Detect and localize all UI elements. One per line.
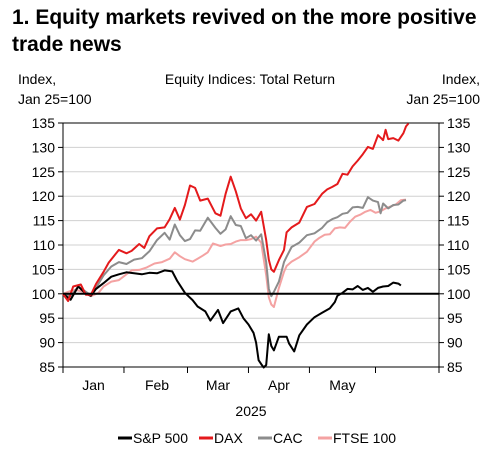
right-axis-label-line-1: Index, <box>442 71 480 87</box>
right-tick-label: 90 <box>447 335 463 351</box>
right-tick-label: 115 <box>447 213 470 229</box>
right-tick-label: 130 <box>447 139 471 155</box>
left-tick-label: 115 <box>33 213 56 229</box>
series-line-ftse-100 <box>62 198 407 308</box>
right-tick-label: 125 <box>447 164 471 180</box>
series-line-dax <box>62 122 410 303</box>
left-axis-label-line-2: Jan 25=100 <box>18 91 92 107</box>
left-tick-label: 105 <box>32 261 56 277</box>
left-tick-label: 85 <box>39 359 55 375</box>
left-tick-label: 130 <box>32 139 56 155</box>
x-axis-year-label: 2025 <box>235 403 266 419</box>
x-tick-label-jan: Jan <box>82 377 105 393</box>
left-axis-label-line-1: Index, <box>18 71 56 87</box>
left-tick-label: 90 <box>39 335 55 351</box>
left-tick-label: 100 <box>32 286 56 302</box>
right-tick-label: 85 <box>447 359 463 375</box>
left-tick-label: 120 <box>32 188 56 204</box>
left-tick-label: 125 <box>32 164 56 180</box>
right-tick-label: 100 <box>447 286 471 302</box>
left-tick-label: 135 <box>32 115 56 131</box>
legend-label-cac: CAC <box>273 430 303 446</box>
x-tick-label-apr: Apr <box>268 377 290 393</box>
x-tick-label-may: May <box>329 377 355 393</box>
legend: S&P 500 DAX CAC FTSE 100 <box>118 430 396 446</box>
right-tick-label: 110 <box>447 237 470 253</box>
legend-label-s-p-500: S&P 500 <box>133 430 188 446</box>
chart-subtitle: Equity Indices: Total Return <box>165 71 335 87</box>
legend-label-dax: DAX <box>214 430 243 446</box>
right-tick-label: 105 <box>447 261 471 277</box>
right-tick-label: 95 <box>447 310 463 326</box>
axis-ticks: 85 85 90 90 95 95 100 100 105 105 110 110 115 115 120 1… <box>32 115 471 393</box>
left-tick-label: 95 <box>39 310 55 326</box>
right-tick-label: 135 <box>447 115 471 131</box>
chart-title: 1. Equity markets revived on the more po… <box>12 6 477 56</box>
series-lines <box>62 122 410 369</box>
right-tick-label: 120 <box>447 188 471 204</box>
x-tick-label-mar: Mar <box>206 377 230 393</box>
right-axis-label-line-2: Jan 25=100 <box>406 91 480 107</box>
x-tick-label-feb: Feb <box>145 377 169 393</box>
series-line-s-p-500 <box>62 269 402 369</box>
left-tick-label: 110 <box>33 237 56 253</box>
legend-label-ftse-100: FTSE 100 <box>333 430 396 446</box>
series-line-cac <box>62 196 407 298</box>
